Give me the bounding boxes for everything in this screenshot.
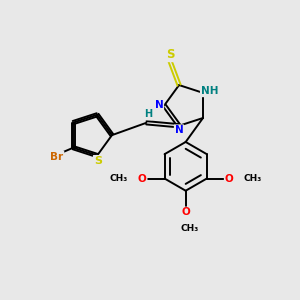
Text: NH: NH — [201, 86, 218, 96]
Text: CH₃: CH₃ — [181, 224, 199, 233]
Text: O: O — [138, 173, 147, 184]
Text: Br: Br — [50, 152, 64, 162]
Text: O: O — [225, 173, 233, 184]
Text: N: N — [154, 100, 163, 110]
Text: H: H — [144, 110, 152, 119]
Text: S: S — [166, 48, 174, 61]
Text: N: N — [175, 125, 183, 135]
Text: CH₃: CH₃ — [109, 174, 128, 183]
Text: CH₃: CH₃ — [244, 174, 262, 183]
Text: O: O — [181, 207, 190, 218]
Text: S: S — [94, 156, 102, 166]
